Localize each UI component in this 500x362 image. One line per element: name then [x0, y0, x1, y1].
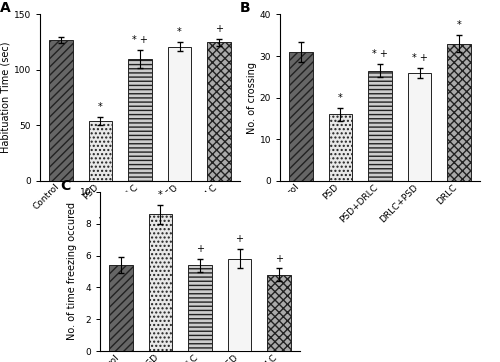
Bar [408, 73, 432, 181]
Text: *: * [177, 27, 182, 37]
Text: +: + [215, 24, 223, 34]
Text: *: * [456, 20, 462, 30]
Text: *: * [338, 93, 343, 103]
Bar [368, 71, 392, 181]
Text: *: * [98, 102, 103, 111]
Text: +: + [275, 253, 283, 264]
Bar [328, 114, 352, 181]
Bar [289, 52, 313, 181]
Bar [128, 59, 152, 181]
Y-axis label: Habituation Time (sec): Habituation Time (sec) [1, 42, 11, 153]
Bar [447, 43, 471, 181]
Bar [148, 214, 172, 351]
Text: +: + [236, 235, 244, 244]
Text: * +: * + [372, 50, 388, 59]
Y-axis label: No. of time freezing occured: No. of time freezing occured [66, 202, 76, 341]
Bar [267, 275, 291, 351]
Text: +: + [196, 244, 204, 254]
Text: *: * [158, 190, 163, 200]
Bar [168, 47, 192, 181]
Text: * +: * + [412, 53, 428, 63]
Bar [49, 40, 73, 181]
Text: * +: * + [132, 35, 148, 45]
Bar [228, 259, 252, 351]
Text: C: C [60, 179, 70, 193]
Y-axis label: No. of crossing: No. of crossing [246, 62, 256, 134]
Text: B: B [240, 1, 250, 15]
Bar [88, 121, 112, 181]
Bar [109, 265, 133, 351]
Bar [188, 265, 212, 351]
Text: A: A [0, 1, 10, 15]
Bar [207, 42, 231, 181]
